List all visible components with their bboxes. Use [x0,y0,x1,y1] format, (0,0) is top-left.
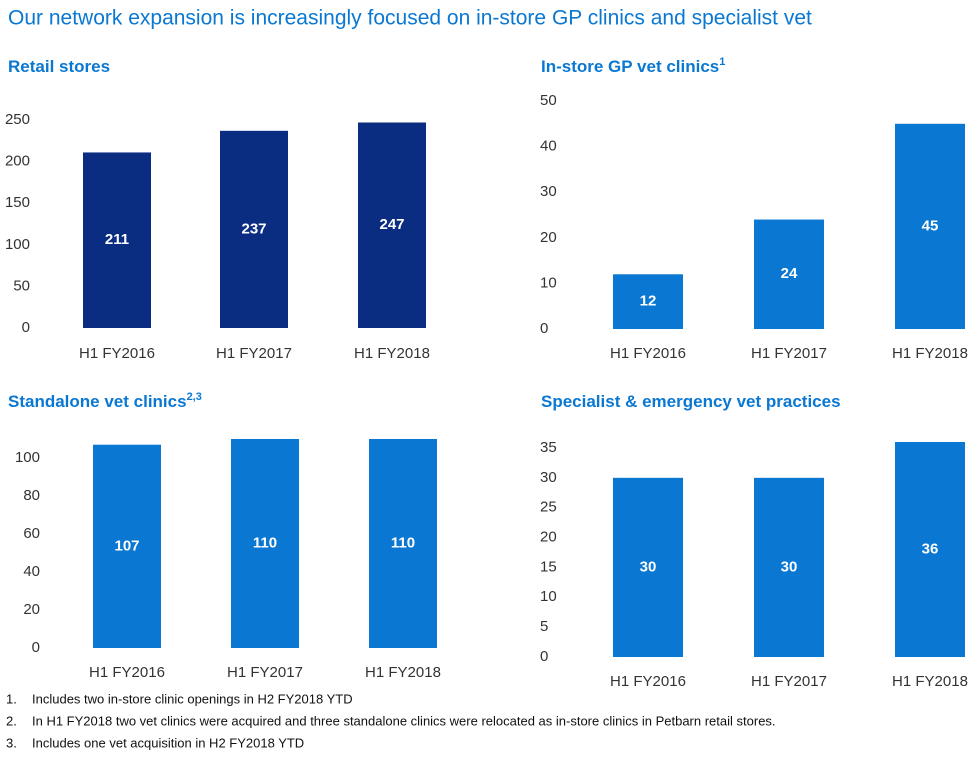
chart: Retail stores 0 50 100 150 200 250 H1 FY2016 211… [5,57,430,361]
y-tick-label: 20 [23,601,40,618]
y-tick-label: 80 [23,487,40,504]
x-tick-label: H1 FY2018 [892,673,968,690]
bar [613,274,683,329]
x-tick-label: H1 FY2016 [610,345,686,362]
value-label: 211 [105,231,129,248]
y-tick-label: 30 [540,469,557,486]
bar [93,444,161,648]
value-label: 110 [391,534,415,551]
bar [895,123,965,329]
y-tick-label: 30 [540,183,557,200]
value-label: 24 [781,265,798,282]
chart-title-text: Standalone vet clinics [8,392,187,411]
y-tick-label: 10 [540,588,557,605]
y-tick-label: 150 [5,194,30,211]
x-tick-label: H1 FY2016 [610,673,686,690]
y-tick-label: 20 [540,229,557,246]
bar [895,442,965,657]
y-tick-label: 0 [540,648,548,665]
x-tick-label: H1 FY2016 [89,664,165,681]
value-label: 30 [640,558,657,575]
chart-title-superscript: 2,3 [187,391,202,403]
value-label: 36 [922,540,939,557]
value-label: 107 [114,537,139,554]
y-tick-label: 20 [540,529,557,546]
y-tick-label: 50 [540,92,557,109]
x-tick-label: H1 FY2018 [354,345,430,362]
bar [613,477,683,657]
x-tick-label: H1 FY2017 [216,345,292,362]
y-tick-label: 0 [540,320,548,337]
y-tick-label: 25 [540,499,557,516]
footnote-text: Includes two in-store clinic openings in… [32,691,353,706]
value-label: 247 [379,216,404,233]
y-tick-label: 100 [5,236,30,253]
footnotes: 1. Includes two in-store clinic openings… [6,691,776,750]
y-tick-label: 35 [540,439,557,456]
x-tick-label: H1 FY2018 [892,345,968,362]
bar [220,130,288,328]
slide-title: Our network expansion is increasingly fo… [8,7,812,30]
y-tick-label: 60 [23,525,40,542]
x-tick-label: H1 FY2016 [79,345,155,362]
bar [83,152,151,328]
x-tick-label: H1 FY2017 [751,673,827,690]
chart-title: Specialist & emergency vet practices [541,392,841,411]
bar [754,219,824,329]
chart-title-superscript: 1 [719,56,725,68]
bar [358,122,426,328]
bar [754,477,824,657]
footnote-text: In H1 FY2018 two vet clinics were acquir… [32,713,776,728]
chart-title: Standalone vet clinics2,3 [8,391,202,412]
chart-title: In-store GP vet clinics1 [541,56,725,77]
bar [369,439,437,648]
x-tick-label: H1 FY2017 [751,345,827,362]
chart-title-text: In-store GP vet clinics [541,57,719,76]
value-label: 110 [253,534,277,551]
chart: Standalone vet clinics2,3 0 20 40 60 80 100 H1 … [8,391,441,681]
x-tick-label: H1 FY2017 [227,664,303,681]
y-tick-label: 40 [23,563,40,580]
y-tick-label: 200 [5,153,30,170]
chart-title: Retail stores [8,57,110,76]
y-tick-label: 40 [540,138,557,155]
y-tick-label: 10 [540,274,557,291]
y-tick-label: 50 [13,277,30,294]
value-label: 12 [640,293,657,310]
bar [231,439,299,648]
y-tick-label: 250 [5,111,30,128]
value-label: 237 [241,220,266,237]
chart-title-text: Specialist & emergency vet practices [541,392,841,411]
chart: Specialist & emergency vet practices 0 5 10… [540,392,968,689]
value-label: 30 [781,558,798,575]
footnote-number: 1. [6,691,17,706]
y-tick-label: 0 [32,639,40,656]
value-label: 45 [922,217,939,234]
y-tick-label: 0 [22,319,30,336]
footnote-text: Includes one vet acquisition in H2 FY201… [32,735,304,750]
footnote-number: 3. [6,735,17,750]
footnote-number: 2. [6,713,17,728]
chart-title-text: Retail stores [8,57,110,76]
x-tick-label: H1 FY2018 [365,664,441,681]
y-tick-label: 100 [15,449,40,466]
y-tick-label: 15 [540,558,557,575]
y-tick-label: 5 [540,618,548,635]
